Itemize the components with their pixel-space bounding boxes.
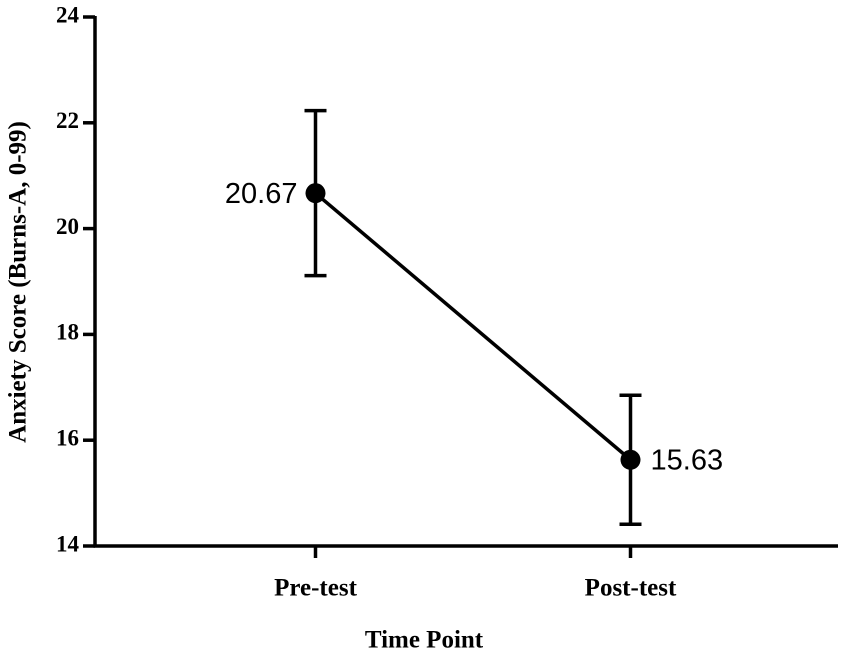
x-tick-label: Pre-test xyxy=(274,575,357,602)
x-tick-label: Post-test xyxy=(585,575,677,602)
point xyxy=(620,449,641,470)
data-label: 15.63 xyxy=(651,444,724,476)
y-axis-title: Anxiety Score (Burns-A, 0-99) xyxy=(5,121,32,443)
point xyxy=(305,183,326,204)
y-tick-label: 20 xyxy=(56,214,79,239)
line xyxy=(314,191,632,462)
y-tick-label: 14 xyxy=(56,531,80,556)
y-tick-label: 22 xyxy=(56,108,79,133)
y-tick-label: 24 xyxy=(56,2,80,27)
y-tick-label: 18 xyxy=(56,320,79,345)
y-tick-label: 16 xyxy=(56,425,79,450)
x-axis-title: Time Point xyxy=(365,627,484,654)
data-label: 20.67 xyxy=(225,178,298,210)
